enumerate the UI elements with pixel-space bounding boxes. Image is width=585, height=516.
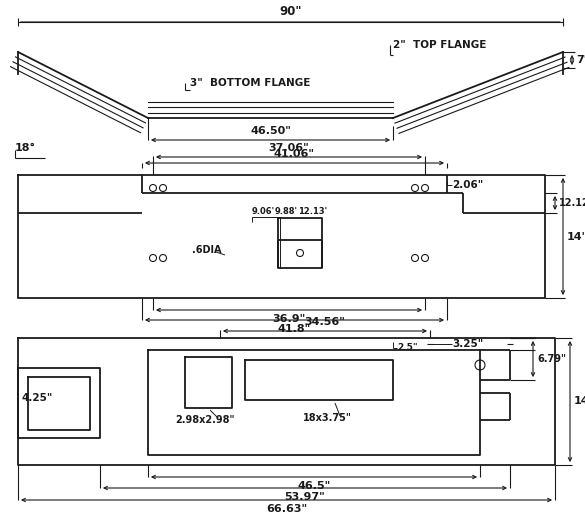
Text: 36.9": 36.9" <box>273 314 305 324</box>
Text: 53.97": 53.97" <box>285 492 325 502</box>
Text: 41.06": 41.06" <box>274 149 315 159</box>
Text: 9.88': 9.88' <box>275 207 298 217</box>
Text: 2.06": 2.06" <box>452 180 483 190</box>
Text: 2.5": 2.5" <box>397 344 418 352</box>
Text: 46.50": 46.50" <box>250 126 291 136</box>
Text: 3"  BOTTOM FLANGE: 3" BOTTOM FLANGE <box>190 78 311 88</box>
Text: .6DIA: .6DIA <box>192 245 222 255</box>
Text: 2.98x2.98": 2.98x2.98" <box>175 415 235 425</box>
Text: 6.79": 6.79" <box>537 354 566 364</box>
Text: 14": 14" <box>567 232 585 241</box>
Text: 12.13': 12.13' <box>298 207 327 217</box>
Text: 66.63": 66.63" <box>266 504 307 514</box>
Text: 90": 90" <box>279 5 302 18</box>
Text: 18x3.75": 18x3.75" <box>303 413 352 423</box>
Text: 18°: 18° <box>15 143 36 153</box>
Text: 46.5": 46.5" <box>297 481 331 491</box>
Text: 3.25": 3.25" <box>452 339 483 349</box>
Text: 41.8": 41.8" <box>278 324 311 334</box>
Text: 34.56": 34.56" <box>305 317 345 327</box>
Text: 7": 7" <box>576 55 585 65</box>
Text: 2"  TOP FLANGE: 2" TOP FLANGE <box>393 40 486 50</box>
Text: 12.12": 12.12" <box>559 198 585 208</box>
Text: 37.06": 37.06" <box>269 143 309 153</box>
Text: 14": 14" <box>574 396 585 407</box>
Text: 9.06': 9.06' <box>252 207 275 217</box>
Text: 4.25": 4.25" <box>22 393 53 403</box>
